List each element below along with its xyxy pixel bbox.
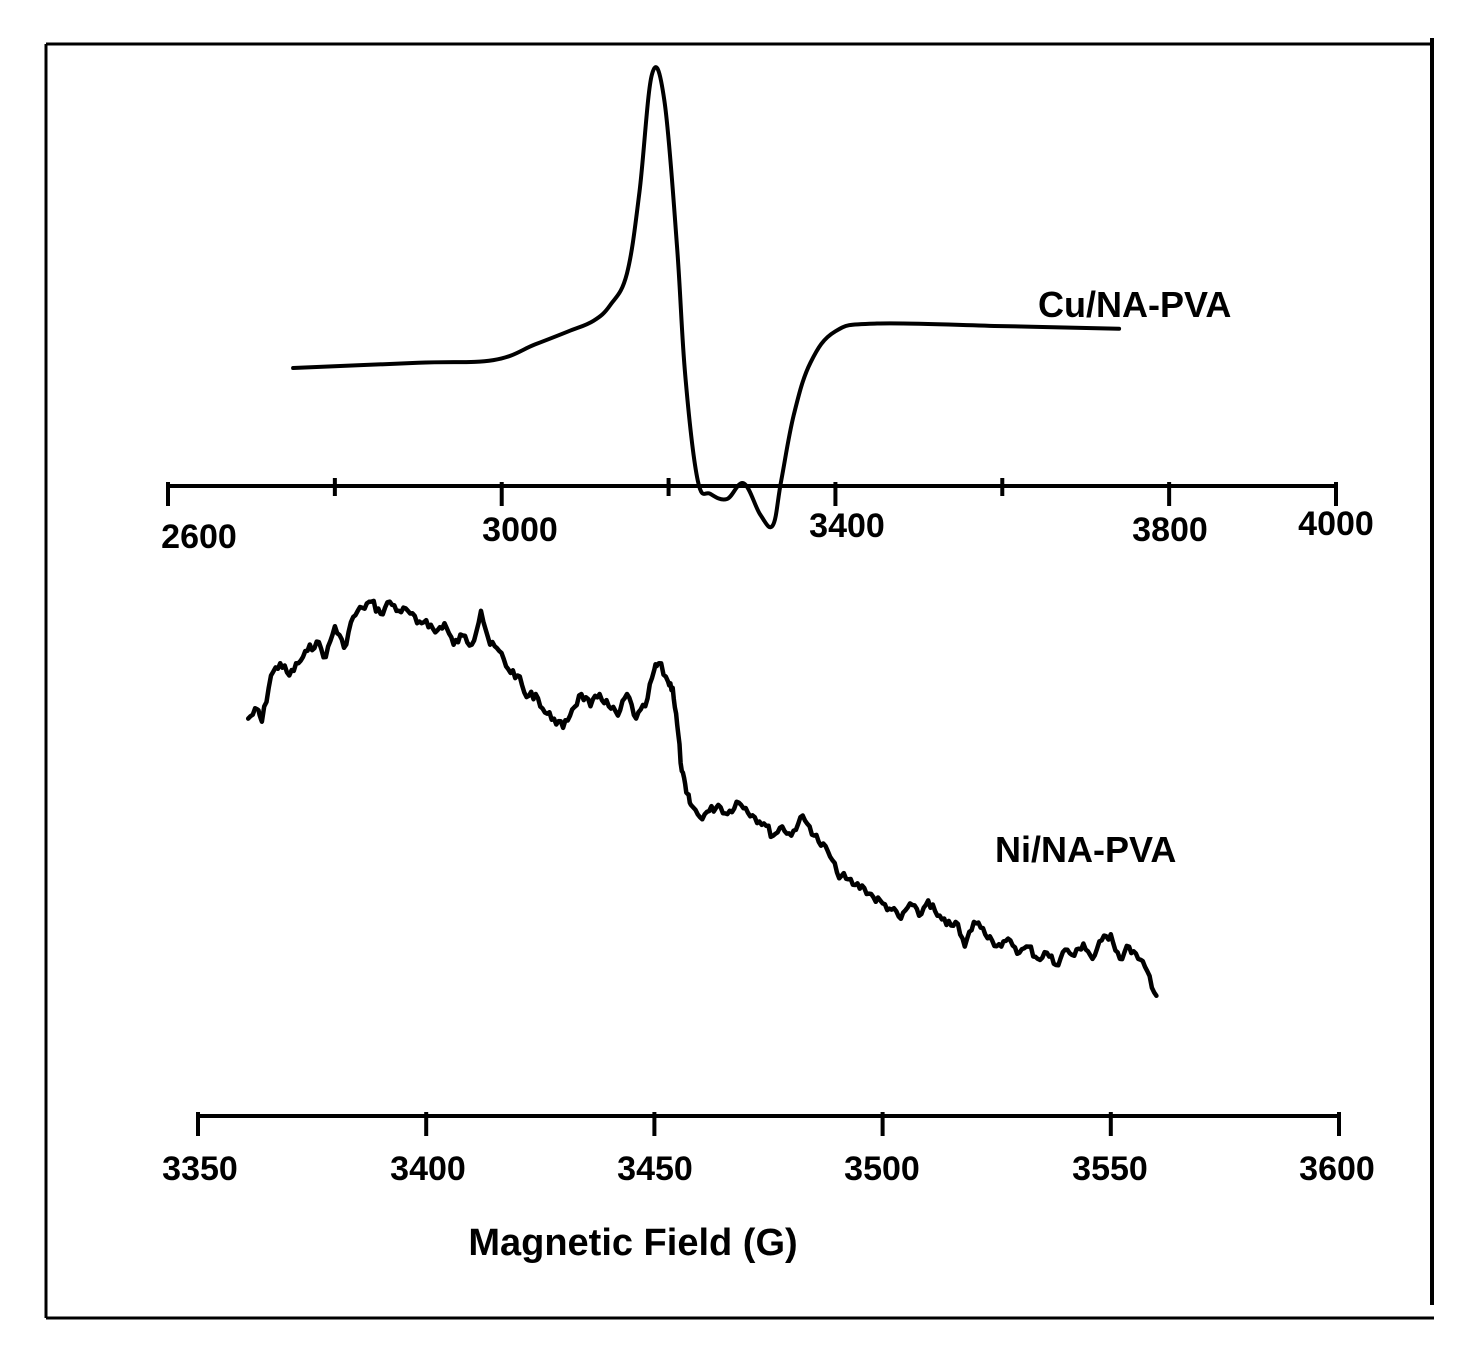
ni-tick-label-3500: 3500 <box>844 1150 920 1188</box>
cu-tick-label-4000: 4000 <box>1298 505 1374 543</box>
ni-spectrum-panel: 3350 3400 3450 3500 3550 3600 Ni/NA-PVA … <box>162 598 1375 1264</box>
ni-x-axis-ticks <box>196 1112 1341 1136</box>
cu-spectrum-line <box>291 65 1122 530</box>
cu-tick-label-2600: 2600 <box>161 518 237 556</box>
ni-tick-label-3550: 3550 <box>1072 1150 1148 1188</box>
cu-tick-label-3000: 3000 <box>482 511 558 549</box>
cu-spectrum-panel: 2600 3000 3400 3800 4000 Cu/NA-PVA <box>161 65 1374 556</box>
x-axis-title: Magnetic Field (G) <box>468 1222 797 1264</box>
ni-series-label: Ni/NA-PVA <box>995 829 1176 870</box>
cu-x-axis-ticks <box>166 478 1338 506</box>
ni-tick-label-3450: 3450 <box>617 1150 693 1188</box>
cu-tick-label-3800: 3800 <box>1132 511 1208 549</box>
ni-tick-label-3400: 3400 <box>390 1150 466 1188</box>
cu-tick-label-3400: 3400 <box>809 507 885 545</box>
ni-tick-label-3350: 3350 <box>162 1150 238 1188</box>
cu-series-label: Cu/NA-PVA <box>1038 284 1231 325</box>
figure-frame <box>44 38 1434 1320</box>
ni-spectrum-line <box>245 598 1159 999</box>
ni-tick-label-3600: 3600 <box>1299 1150 1375 1188</box>
